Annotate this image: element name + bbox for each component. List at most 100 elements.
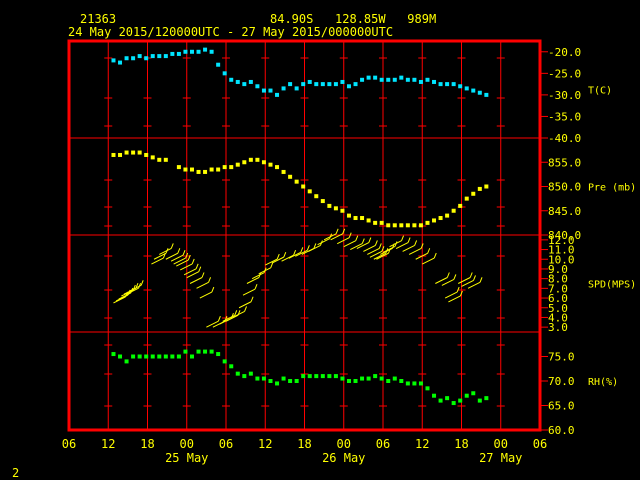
pressure-point	[235, 162, 240, 167]
temperature-point	[464, 86, 469, 91]
wind-barb	[271, 251, 287, 264]
wind-barb-flag	[459, 290, 463, 297]
pressure-point	[392, 223, 397, 228]
humidity-point	[464, 393, 469, 398]
plot-frame	[67, 39, 542, 432]
temperature-point	[399, 75, 404, 80]
wind-barb-shaft	[265, 258, 278, 266]
wind-barb-flag	[234, 310, 238, 316]
wind-barb-shaft	[336, 237, 350, 245]
temperature-point	[320, 82, 325, 87]
wind-barb-flag	[170, 243, 174, 249]
wind-barb	[199, 286, 215, 299]
wind-barb	[242, 283, 258, 296]
wind-barb-shaft	[151, 257, 164, 265]
pressure-point	[464, 196, 469, 201]
wind-barb-shaft	[363, 245, 376, 252]
humidity-point	[131, 354, 136, 359]
wind-barb-flag	[250, 296, 254, 302]
temperature-point	[471, 88, 476, 93]
wind-barb	[189, 272, 205, 284]
wind-barb-shaft	[173, 257, 186, 265]
temperature-point	[235, 79, 240, 84]
wind-barb-shaft	[467, 281, 481, 289]
wind-barb	[336, 232, 352, 245]
wind-barb-shaft	[350, 243, 363, 250]
humidity-point	[261, 376, 266, 381]
wind-barb	[238, 296, 254, 309]
station-id: 21363	[80, 12, 116, 26]
humidity-point	[235, 371, 240, 376]
y-tick-label: -20.0	[548, 46, 581, 59]
pressure-point	[477, 186, 482, 191]
wind-barb-shaft	[408, 247, 422, 255]
humidity-point	[432, 393, 437, 398]
wind-barb	[367, 243, 382, 255]
wind-barb-shaft	[308, 245, 321, 252]
wind-barb-flag	[191, 258, 195, 265]
humidity-point	[118, 354, 123, 359]
temperature-point	[327, 82, 332, 87]
temperature-point	[314, 82, 319, 87]
pressure-point	[412, 223, 417, 228]
wind-barb-shaft	[113, 296, 126, 304]
y-tick-label: 4.0	[548, 311, 568, 324]
humidity-point	[346, 379, 351, 383]
humidity-point	[124, 359, 129, 364]
temperature-point	[366, 75, 371, 80]
humidity-point	[281, 376, 286, 381]
wind-barb	[176, 254, 191, 267]
y-tick-label: 850.0	[548, 181, 581, 194]
wind-barb	[173, 252, 189, 265]
pressure-point	[327, 203, 332, 208]
pressure-point	[360, 216, 365, 221]
date-label: 25 May	[165, 451, 208, 465]
temperature-point	[346, 84, 351, 89]
wind-barb	[408, 243, 424, 255]
temperature-point	[248, 79, 253, 84]
wind-barb-shaft	[258, 267, 271, 275]
wind-barb-flag	[230, 313, 234, 319]
wind-barb	[350, 238, 365, 250]
humidity-point	[268, 379, 273, 383]
humidity-point	[301, 374, 306, 379]
wind-barb-shaft	[183, 268, 197, 276]
pressure-point	[242, 160, 247, 165]
temperature-point	[150, 54, 155, 59]
pressure-point	[353, 216, 358, 221]
wind-barb-flag	[211, 286, 215, 293]
pressure-point	[405, 223, 410, 228]
wind-barb-shaft	[242, 288, 256, 296]
wind-barb-shaft	[196, 281, 209, 289]
panel-pressure: 840.0 845.0 850.0 855.0 Pre (mb)	[111, 150, 636, 242]
pressure-point	[111, 152, 116, 157]
wind-barb-flag	[182, 250, 186, 256]
wind-barb-flag	[378, 243, 382, 249]
pressure-point	[386, 223, 391, 228]
temperature-point	[196, 49, 201, 54]
y-tick-label: -35.0	[548, 110, 581, 123]
panel-humidity: 60.0 65.0 70.0 75.0 RH(%)	[111, 349, 618, 437]
wind-barb-flag	[427, 248, 431, 254]
x-tick-label: 00	[180, 437, 194, 451]
wind-barb-flag	[479, 277, 483, 283]
y-tick-label: 9.0	[548, 263, 568, 276]
humidity-point	[353, 379, 358, 383]
x-tick-label: 18	[297, 437, 311, 451]
pressure-point	[261, 160, 266, 165]
temperature-point	[209, 49, 214, 54]
wind-barb-shaft	[395, 242, 409, 250]
humidity-point	[392, 376, 397, 381]
humidity-point	[412, 381, 417, 386]
wind-barb-flag	[217, 315, 221, 322]
panel-temperature: -40.0 -35.0 -30.0 -25.0 -20.0 T(C)	[111, 46, 612, 145]
wind-barb-flag	[306, 245, 310, 251]
humidity-point	[314, 374, 319, 379]
wind-barb-flag	[276, 253, 280, 260]
humidity-point	[189, 354, 194, 359]
pressure-point	[216, 167, 221, 172]
temperature-point	[340, 79, 345, 84]
wind-barb	[444, 286, 460, 299]
temperature-point	[144, 56, 149, 61]
